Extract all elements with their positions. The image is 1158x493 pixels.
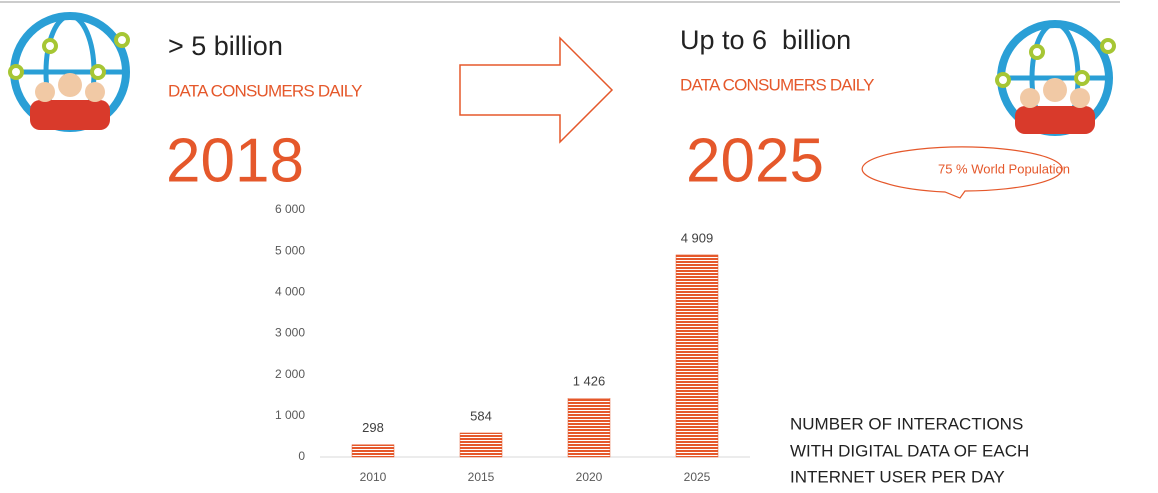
y-tick-label: 5 000 xyxy=(275,243,305,257)
value-label: 1 426 xyxy=(573,374,606,389)
caption: WITH DIGITAL DATA OF EACH xyxy=(790,441,1029,460)
x-tick-label: 2015 xyxy=(468,470,495,484)
icon-right xyxy=(997,24,1114,134)
bar xyxy=(460,433,502,457)
subtitle: DATA CONSUMERS DAILY xyxy=(168,81,362,100)
value-label: 298 xyxy=(362,420,384,435)
y-tick-label: 3 000 xyxy=(275,326,305,340)
headline: > 5 billion xyxy=(168,31,283,61)
arrow xyxy=(460,38,612,142)
bar xyxy=(352,445,394,457)
infographic: > 5 billion DATA CONSUMERS DAILY 2018 Up… xyxy=(0,0,1158,488)
bar xyxy=(676,255,718,457)
y-tick-label: 6 000 xyxy=(275,202,305,216)
year: 2025 xyxy=(686,126,824,195)
value-label: 4 909 xyxy=(681,230,714,245)
headline: Up to 6 billion xyxy=(680,25,851,55)
y-tick-label: 2 000 xyxy=(275,367,305,381)
y-tick-label: 4 000 xyxy=(275,285,305,299)
x-tick-label: 2010 xyxy=(360,470,387,484)
y-tick-label: 0 xyxy=(298,449,305,463)
x-tick-label: 2020 xyxy=(576,470,603,484)
callout: 75 % World Population xyxy=(938,161,1070,176)
x-tick-label: 2025 xyxy=(684,470,711,484)
icon-left xyxy=(10,16,128,130)
caption: NUMBER OF INTERACTIONS xyxy=(790,414,1023,433)
subtitle: DATA CONSUMERS DAILY xyxy=(680,75,874,94)
year: 2018 xyxy=(166,126,304,195)
y-tick-label: 1 000 xyxy=(275,408,305,422)
value-label: 584 xyxy=(470,408,492,423)
bar xyxy=(568,398,610,457)
caption: INTERNET USER PER DAY xyxy=(790,467,1005,486)
